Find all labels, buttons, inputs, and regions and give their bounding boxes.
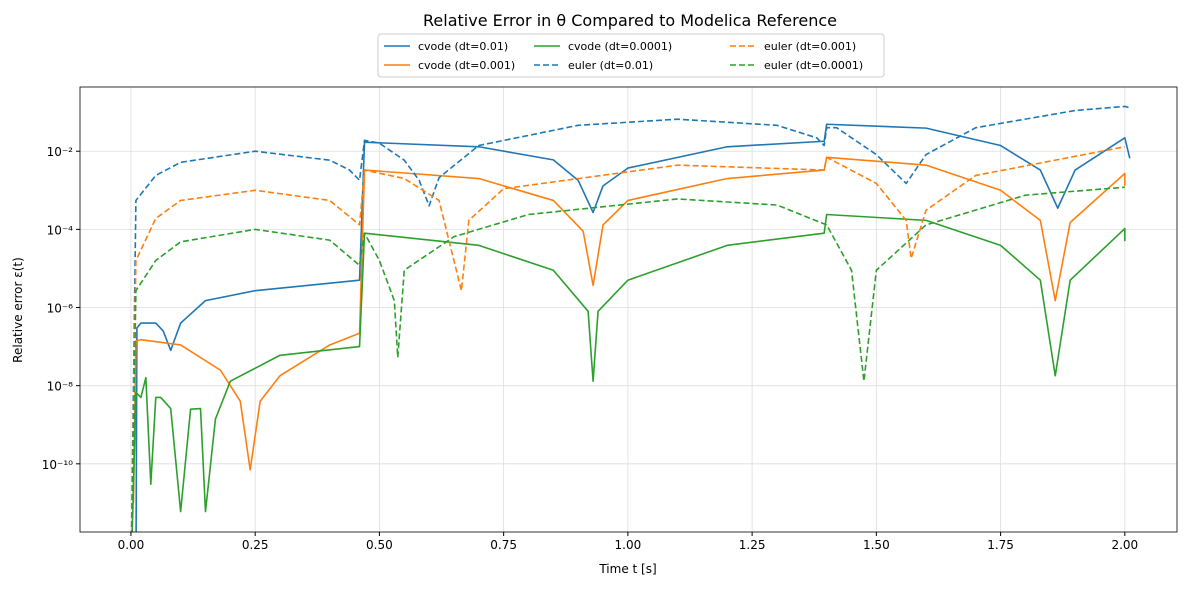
legend-label: euler (dt=0.01) bbox=[568, 59, 653, 72]
x-tick-label: 1.50 bbox=[863, 538, 890, 552]
legend-label: cvode (dt=0.01) bbox=[418, 40, 508, 53]
plot-area bbox=[130, 105, 1131, 532]
series-line bbox=[130, 105, 1130, 532]
x-tick-label: 0.75 bbox=[490, 538, 517, 552]
x-tick-label: 1.00 bbox=[615, 538, 642, 552]
x-tick-label: 0.50 bbox=[366, 538, 393, 552]
x-tick-label: 0.25 bbox=[242, 538, 269, 552]
y-tick-label: 10⁻⁶ bbox=[47, 302, 74, 316]
series-line bbox=[130, 145, 1125, 532]
y-axis-label: Relative error ε(t) bbox=[11, 257, 25, 363]
legend-label: cvode (dt=0.001) bbox=[418, 59, 515, 72]
x-tick-label: 2.00 bbox=[1111, 538, 1138, 552]
x-axis-label: Time t [s] bbox=[598, 562, 656, 576]
legend-label: euler (dt=0.001) bbox=[764, 40, 856, 53]
y-tick-label: 10⁻⁸ bbox=[47, 380, 74, 394]
legend-box bbox=[377, 33, 885, 78]
series-line bbox=[135, 123, 1131, 532]
legend-label: euler (dt=0.0001) bbox=[764, 59, 863, 72]
y-tick-label: 10⁻¹⁰ bbox=[42, 458, 73, 472]
legend: cvode (dt=0.01) cvode (dt=0.001) cvode (dt… bbox=[377, 33, 885, 78]
x-tick-label: 0.00 bbox=[118, 538, 145, 552]
x-tick-label: 1.25 bbox=[739, 538, 766, 552]
series-line bbox=[130, 186, 1125, 532]
y-tick-label: 10⁻² bbox=[47, 145, 74, 159]
x-tick-label: 1.75 bbox=[987, 538, 1014, 552]
chart-title: Relative Error in θ Compared to Modelica… bbox=[423, 11, 837, 30]
grid bbox=[80, 87, 1177, 532]
legend-label: cvode (dt=0.0001) bbox=[568, 40, 672, 53]
axes: 0.00 0.25 0.50 0.75 1.00 1.25 1.50 1.75 2.00 10⁻¹… bbox=[42, 145, 1138, 552]
series-line bbox=[132, 156, 1126, 503]
plot-frame bbox=[79, 86, 1178, 533]
y-tick-label: 10⁻⁴ bbox=[47, 223, 74, 237]
